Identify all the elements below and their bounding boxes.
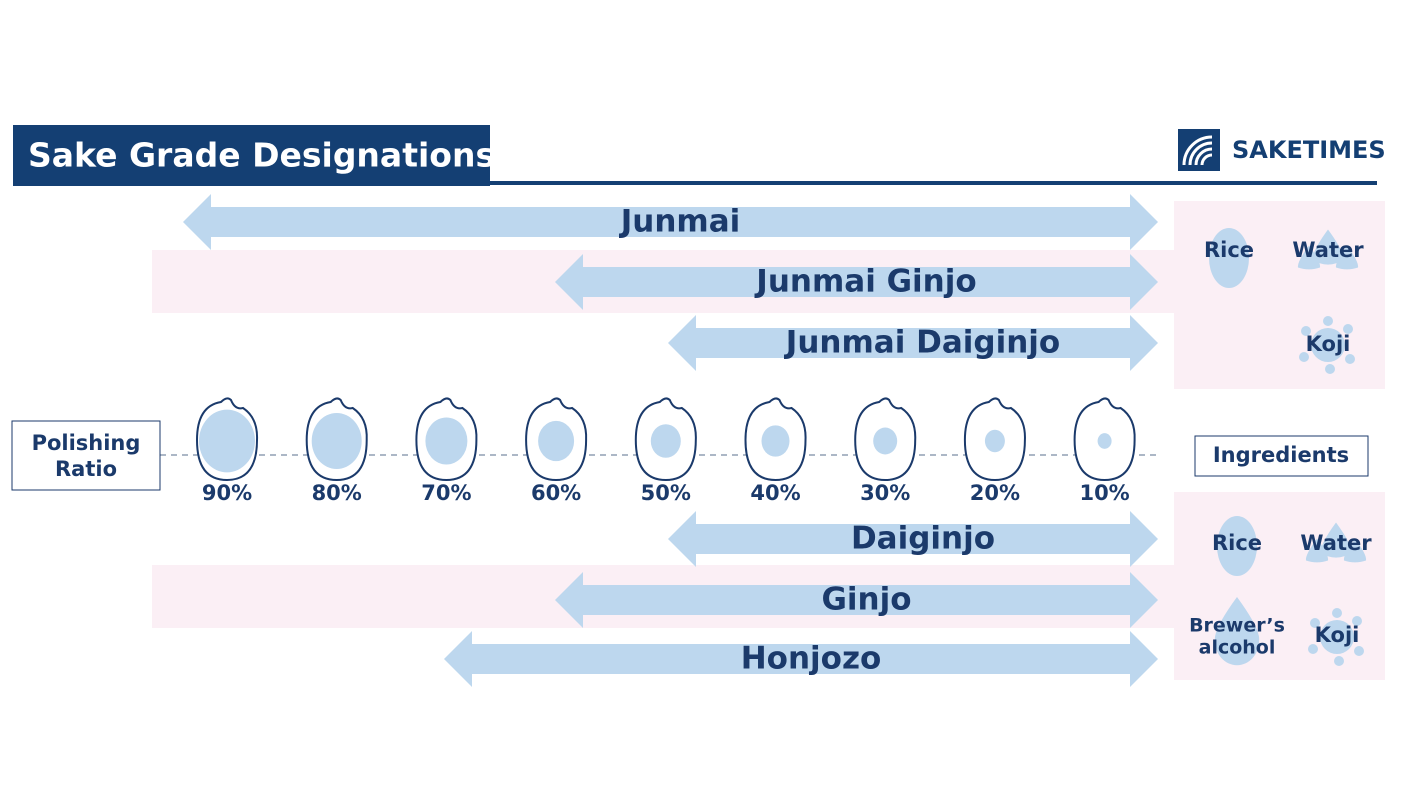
- rice-core: [650, 424, 681, 458]
- rice-core: [1097, 433, 1112, 449]
- ingredient-icon: [1217, 516, 1257, 576]
- ingredient-label: Rice: [1204, 238, 1254, 262]
- ingredients-label: Ingredients: [1213, 443, 1349, 467]
- ingredient-icon: [1311, 328, 1345, 362]
- ingredient-icon: [1352, 616, 1362, 626]
- rice-core: [425, 417, 468, 465]
- ingredient-icon: [1332, 608, 1342, 618]
- axis-label: Polishing: [32, 431, 141, 455]
- arrow: [555, 254, 1158, 310]
- arrow: [183, 194, 1158, 250]
- ingredient-label: Koji: [1306, 332, 1351, 356]
- ingredient-box: [1174, 492, 1385, 680]
- rice-core: [199, 409, 255, 473]
- ratio-label: 50%: [641, 481, 691, 505]
- grade-label: Junmai Daiginjo: [784, 325, 1060, 361]
- ratio-label: 90%: [202, 481, 252, 505]
- title-rule: [13, 181, 1377, 185]
- brand: SAKETIMES: [1232, 136, 1386, 164]
- rice-core: [761, 425, 790, 457]
- arrow: [555, 572, 1158, 628]
- ingredient-icon: [1343, 324, 1353, 334]
- title-bar: [13, 125, 490, 186]
- ingredient-icon: [1335, 245, 1359, 270]
- ratio-label: 40%: [750, 481, 800, 505]
- ingredients-box: [1194, 435, 1369, 477]
- ingredient-icon: [1325, 364, 1335, 374]
- ingredient-label: alcohol: [1199, 637, 1276, 659]
- ingredient-icon: [1305, 538, 1329, 563]
- grade-label: Honjozo: [741, 641, 882, 677]
- arrow: [668, 315, 1158, 371]
- ratio-label: 60%: [531, 481, 581, 505]
- ratio-label: 30%: [860, 481, 910, 505]
- ingredient-icon: [1323, 316, 1333, 326]
- ratio-label: 80%: [312, 481, 362, 505]
- ingredient-icon: [1209, 228, 1249, 288]
- rice-core: [538, 420, 575, 462]
- ingredient-icon: [1345, 354, 1355, 364]
- ingredient-icon: [1299, 352, 1309, 362]
- rice-core: [873, 427, 898, 455]
- axis-box: [11, 420, 161, 491]
- rice-core: [311, 413, 362, 469]
- ingredient-label: Rice: [1212, 531, 1262, 555]
- ingredient-label: Water: [1292, 238, 1364, 262]
- title: Sake Grade Designations: [28, 136, 495, 175]
- rice-core: [984, 429, 1005, 453]
- ingredient-icon: [1334, 656, 1344, 666]
- ingredient-icon: [1308, 644, 1318, 654]
- axis-label: Ratio: [55, 457, 117, 481]
- ingredient-label: Brewer’s: [1189, 615, 1285, 637]
- ingredient-icon: [1320, 620, 1354, 654]
- ingredient-icon: [1343, 538, 1367, 563]
- ratio-label: 10%: [1079, 481, 1129, 505]
- logo: [1178, 129, 1220, 171]
- ingredient-label: Water: [1300, 531, 1372, 555]
- ratio-label: 20%: [970, 481, 1020, 505]
- arrow: [444, 631, 1158, 687]
- grade-label: Ginjo: [821, 582, 911, 618]
- ingredient-icon: [1320, 522, 1352, 558]
- ratio-label: 70%: [421, 481, 471, 505]
- ingredient-icon: [1310, 618, 1320, 628]
- grade-label: Daiginjo: [851, 521, 995, 557]
- ingredient-label: Koji: [1315, 623, 1360, 647]
- ingredient-icon: [1354, 646, 1364, 656]
- ingredient-icon: [1301, 326, 1311, 336]
- arrow: [668, 511, 1158, 567]
- ingredient-icon: [1297, 245, 1321, 270]
- grade-label: Junmai: [619, 204, 741, 240]
- ingredient-icon: [1312, 229, 1344, 265]
- grade-label: Junmai Ginjo: [754, 264, 976, 300]
- ingredient-icon: [1214, 597, 1260, 666]
